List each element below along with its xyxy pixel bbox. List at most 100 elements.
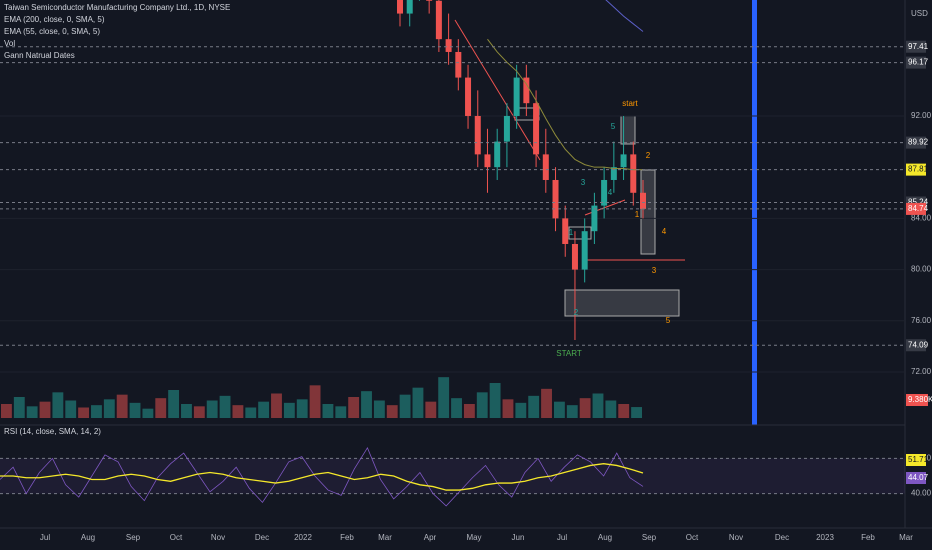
volume-bar [618,404,630,418]
candle-body [601,179,608,206]
volume-bar [13,397,25,418]
volume-bar [425,401,437,418]
y-tick-label: 40.00 [911,489,932,498]
candle-body [503,115,510,142]
price-badge [906,163,926,176]
price-badge-label: 96.17 [908,58,929,67]
candle-body [552,179,559,219]
volume-bar [26,406,38,418]
volume-bar [605,400,617,418]
y-tick-label: 84.00 [911,213,932,222]
rsi-line [0,446,644,507]
volume-bar [553,401,565,418]
annotation: 5 [611,122,616,131]
candle-body [513,77,520,116]
volume-bar [592,393,604,418]
x-tick-label: Dec [775,533,789,542]
volume-bar [373,400,385,418]
rsi-band [0,458,905,494]
legend: EMA (55, close, 0, SMA, 5) [4,27,100,36]
annotation: start [622,99,638,108]
annotation: 1 [635,210,640,219]
price-badge-label: 87.81 [908,165,929,174]
y-tick-label: 76.00 [911,316,932,325]
volume-bar [528,395,540,418]
price-badge [906,339,926,352]
volume-bar [65,400,77,418]
volume-bar [566,405,578,418]
price-badge [906,202,926,215]
x-tick-label: 2022 [294,533,312,542]
legend: Gann Natrual Dates [4,51,75,60]
price-badge-label: 84.74 [908,204,929,213]
x-tick-label: Oct [686,533,699,542]
annotation: 2 [574,308,579,317]
x-tick-label: Nov [729,533,743,542]
volume-bar [155,398,167,418]
x-tick-label: May [466,533,481,542]
currency: USD [911,9,928,18]
candle-body [445,39,452,52]
volume-bar [219,395,231,418]
x-tick-label: Jun [512,533,525,542]
volume-bar [296,399,308,418]
annotation: 5 [666,316,671,325]
legend: EMA (200, close, 0, SMA, 5) [4,15,105,24]
volume-bar [116,394,128,418]
x-tick-label: Dec [255,533,269,542]
volume-bar [386,405,398,418]
volume-bar [232,405,244,418]
price-badge-label: 89.92 [908,138,929,147]
candle-body [465,77,472,116]
volume-bar [361,391,372,418]
rsi-badge [906,454,926,466]
candle-body [523,77,530,104]
box [564,289,680,317]
volume-bar [1,404,12,418]
x-tick-label: Sep [642,533,657,542]
annotation: 4 [662,227,667,236]
x-tick-label: Mar [899,533,913,542]
annotation: START [556,349,582,358]
annotation: 3 [652,266,657,275]
rsi-badge-label: 51.71 [908,455,929,464]
candle-body [484,154,491,168]
volume-bar [206,400,218,418]
price-badge-label: 85.24 [908,198,929,207]
x-tick-label: Aug [598,533,612,542]
x-tick-label: Oct [170,533,183,542]
candle-body [591,205,598,232]
volume-bar [168,390,180,418]
price-badge-label: 74.09 [908,340,929,349]
volume-badge-label: 9.380K [908,395,932,404]
box [568,226,592,240]
price-badge-label: 97.41 [908,42,929,51]
x-tick-label: Feb [340,533,354,542]
rsi-badge-label: 44.07 [908,473,929,482]
volume-bar [451,398,462,418]
date-marker [752,0,757,425]
volume-bar [245,407,257,418]
volume-bar [309,385,321,418]
x-tick-label: 2023 [816,533,834,542]
volume-bar [322,404,334,418]
candle-body [571,243,578,270]
candle-body [494,141,501,168]
rsi-badge [906,472,926,484]
volume-bar [489,383,501,418]
volume-bar [193,406,205,418]
x-tick-label: Jul [557,533,567,542]
volume-bar [52,392,64,418]
volume-bar [283,402,295,418]
volume-bar [78,407,90,418]
y-tick-label: 92.00 [911,111,932,120]
volume-bar [631,407,642,418]
volume-bar [142,408,154,418]
annotation: 4 [608,188,613,197]
volume-bar [463,404,475,418]
x-tick-label: Feb [861,533,875,542]
volume-bar [579,398,591,418]
candle-body [620,154,627,168]
candle-body [640,192,646,209]
